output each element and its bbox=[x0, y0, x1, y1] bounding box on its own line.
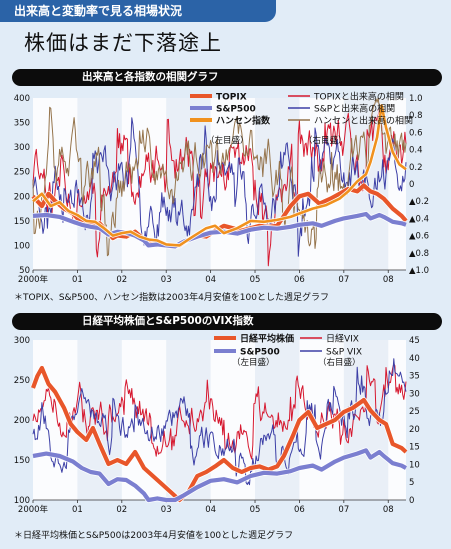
chart2-ytick-left: 300 bbox=[14, 336, 30, 346]
chart1-ytick-right: ▲0.4 bbox=[409, 214, 429, 224]
chart1-series-s-p500 bbox=[32, 211, 407, 249]
chart2-xtick: 06 bbox=[294, 505, 305, 515]
chart2-ytick-right: 20 bbox=[409, 425, 420, 435]
chart1-ytick-right: ▲0.2 bbox=[409, 197, 429, 207]
chart2-xtick: 07 bbox=[338, 505, 349, 515]
chart2-xtick: 04 bbox=[205, 505, 216, 515]
chart2-series-series bbox=[31, 365, 408, 503]
chart2-legend-label-series: 日経平均株価 bbox=[240, 333, 294, 345]
chart2-series-s-p500 bbox=[32, 448, 408, 503]
chart1-xtick: 08 bbox=[383, 275, 394, 285]
chart2-xtick: 05 bbox=[250, 505, 261, 515]
chart1-note: ＊TOPIX、S&P500、ハンセン指数は2003年4月安値を100とした週足グ… bbox=[14, 293, 329, 303]
chart2-xtick: 02 bbox=[116, 505, 127, 515]
chart1-ytick-right: 0.8 bbox=[409, 111, 423, 121]
chart1-ytick-right: 0.2 bbox=[409, 163, 423, 173]
chart2-section-title: 日経平均株価とS&P500のVIX指数 bbox=[12, 313, 442, 330]
chart2-ytick-left: 250 bbox=[14, 376, 30, 386]
chart1-axis-note-right: （右目盛） bbox=[304, 135, 347, 146]
chart1-section-title: 出来高と各指数の相関グラフ bbox=[12, 69, 442, 86]
chart2-ytick-right: 15 bbox=[409, 443, 420, 453]
chart2-xtick: 2000年 bbox=[18, 504, 49, 515]
chart1-ytick-left: 100 bbox=[14, 241, 30, 251]
chart2-ytick-right: 5 bbox=[409, 478, 414, 488]
chart1-ytick-right: 0 bbox=[409, 180, 414, 190]
chart2-axis-note-left: （左目盛） bbox=[232, 357, 275, 368]
chart1-ytick-left: 200 bbox=[14, 192, 30, 202]
chart1-axis-note-left: （左目盛） bbox=[206, 135, 249, 146]
chart1-ytick-left: 300 bbox=[14, 143, 30, 153]
chart1-legend-label-s-p500: S&P500 bbox=[216, 105, 256, 115]
chart1-xtick: 06 bbox=[294, 275, 305, 285]
chart1-plot: 50 100 150 200 250 300 350 400 1.0 0.8 0.6 0.4 0.2 0 ▲… bbox=[14, 91, 429, 286]
chart1-legend-label-s-p: S&Pと出来高の相関 bbox=[314, 103, 395, 115]
chart1-xtick: 07 bbox=[338, 275, 349, 285]
chart1-ytick-right: ▲0.6 bbox=[409, 232, 429, 242]
chart2-xtick: 01 bbox=[72, 505, 83, 515]
chart1-ytick-right: ▲1.0 bbox=[409, 266, 429, 276]
chart1-ytick-right: 0.4 bbox=[409, 146, 423, 156]
chart1-ytick-left: 350 bbox=[14, 119, 30, 129]
chart2-ytick-right: 10 bbox=[409, 460, 420, 470]
chart1-xtick: 02 bbox=[116, 275, 127, 285]
chart1-ytick-right: 0.6 bbox=[409, 128, 423, 138]
chart1-ytick-right: 1.0 bbox=[409, 94, 423, 104]
header-tag: 出来高と変動率で見る相場状況 bbox=[0, 0, 276, 22]
chart1-legend-label-topix: TOPIXと出来高の相関 bbox=[313, 91, 404, 103]
chart1-ytick-left: 50 bbox=[19, 266, 30, 276]
chart2-ytick-right: 35 bbox=[409, 372, 420, 382]
chart1-xtick: 05 bbox=[250, 275, 261, 285]
chart1-legend-label-series: ハンセン指数 bbox=[216, 115, 271, 127]
chart2-ytick-right: 0 bbox=[409, 496, 414, 506]
chart1-xtick: 01 bbox=[72, 275, 83, 285]
chart2-legend-label-s-p-vix: S&P VIX bbox=[326, 348, 362, 358]
chart1-xtick: 2000年 bbox=[18, 274, 49, 285]
chart2-xtick: 03 bbox=[161, 505, 172, 515]
chart2-ytick-right: 45 bbox=[409, 336, 420, 346]
page-title: 株価はまだ下落途上 bbox=[24, 31, 222, 55]
chart1-series-s-p bbox=[32, 117, 407, 257]
chart2-ytick-left: 200 bbox=[14, 416, 30, 426]
chart1-legend-label-topix: TOPIX bbox=[216, 93, 247, 103]
chart2-series-vix bbox=[32, 363, 407, 460]
chart2-legend-label-vix: 日経VIX bbox=[326, 333, 359, 345]
chart2-xtick: 08 bbox=[383, 505, 394, 515]
chart2-legend-label-s-p500: S&P500 bbox=[240, 348, 280, 358]
chart1-xtick: 04 bbox=[205, 275, 216, 285]
chart2-ytick-right: 30 bbox=[409, 389, 420, 399]
chart2-ytick-right: 25 bbox=[409, 407, 420, 417]
chart1-legend-label-series: ハンセンと出来高の相関 bbox=[314, 115, 413, 127]
chart2-ytick-left: 150 bbox=[14, 456, 30, 466]
chart2-ytick-left: 100 bbox=[14, 496, 30, 506]
chart2-note: ＊日経平均株価とS&P500は2003年4月安値を100とした週足グラフ bbox=[14, 531, 294, 541]
chart2-ytick-right: 40 bbox=[409, 354, 420, 364]
chart1-series-series bbox=[32, 104, 407, 247]
chart2-axis-note-right: （右目盛） bbox=[318, 357, 361, 368]
chart1-ytick-right: ▲0.8 bbox=[409, 249, 429, 259]
chart1-ytick-left: 400 bbox=[14, 94, 30, 104]
chart1-series-series bbox=[32, 97, 407, 257]
chart1-ytick-left: 150 bbox=[14, 217, 30, 227]
chart1-xtick: 03 bbox=[161, 275, 172, 285]
chart1-ytick-left: 250 bbox=[14, 168, 30, 178]
